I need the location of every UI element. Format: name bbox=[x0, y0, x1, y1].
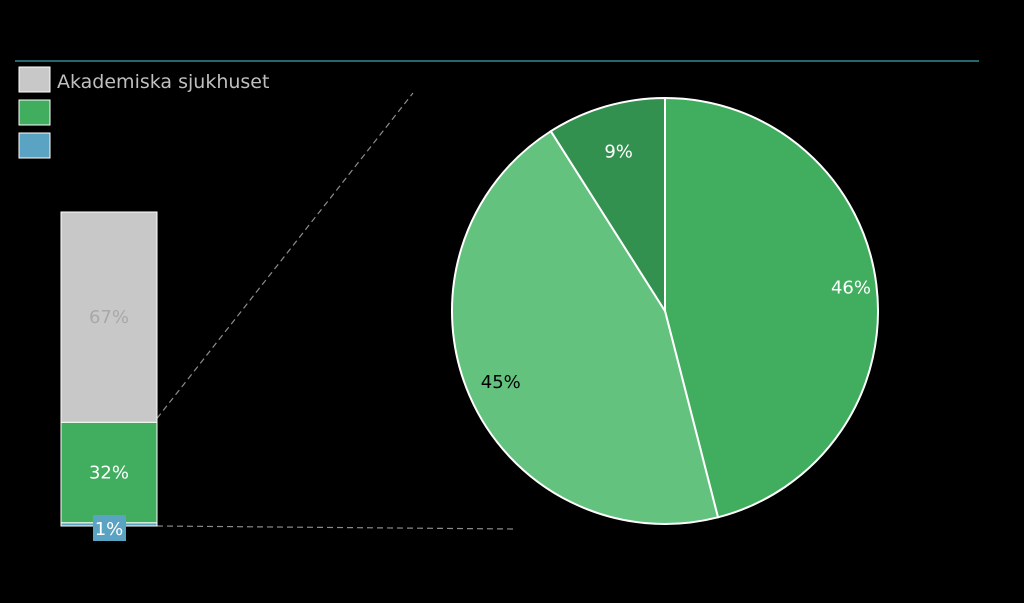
connector-lines bbox=[156, 92, 516, 530]
pie-label-3: 9% bbox=[604, 141, 633, 162]
stacked-bar: 67% 32% 1% bbox=[60, 211, 158, 541]
bar-segment-tag-3 bbox=[93, 515, 126, 541]
pie-slice-3 bbox=[549, 96, 666, 315]
bar-label-1: 67% bbox=[89, 307, 129, 328]
bar-segment-2 bbox=[60, 421, 158, 524]
legend-swatch-3 bbox=[18, 132, 51, 159]
bar-label-2: 32% bbox=[89, 463, 129, 484]
pie: 46% 45% 9% bbox=[451, 96, 879, 525]
legend-swatch-1 bbox=[18, 66, 51, 93]
pie-slice-2 bbox=[451, 129, 720, 525]
pie-label-1: 46% bbox=[831, 278, 871, 299]
bar-segment-1 bbox=[60, 211, 158, 423]
pie-slice-1 bbox=[664, 96, 879, 519]
connector-line-lower bbox=[156, 525, 516, 530]
connector-line-upper bbox=[156, 92, 414, 419]
bar-label-3: 1% bbox=[95, 519, 124, 540]
legend-swatch-2 bbox=[18, 99, 51, 126]
legend: Akademiska sjukhuset bbox=[18, 66, 269, 159]
legend-label-1: Akademiska sjukhuset bbox=[57, 71, 269, 93]
pie-label-2: 45% bbox=[481, 372, 521, 393]
